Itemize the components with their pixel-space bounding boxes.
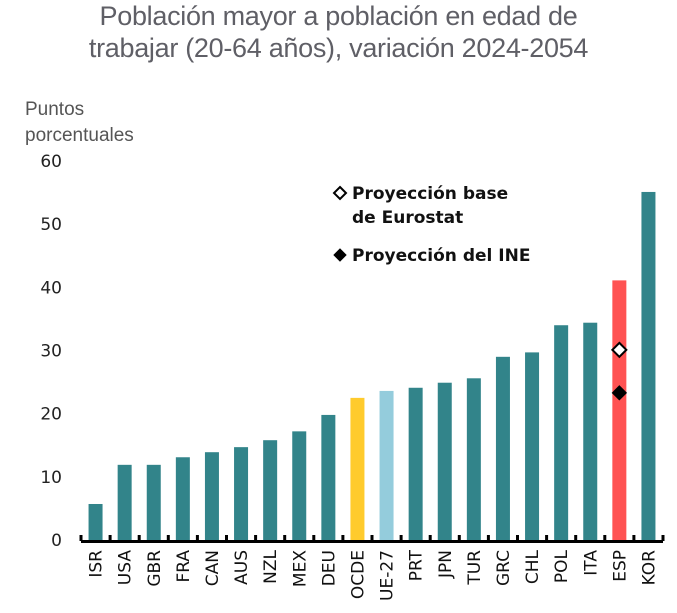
x-tick-label: ITA — [581, 550, 601, 576]
bar-grc — [495, 356, 510, 540]
legend-label: de Eurostat — [352, 208, 463, 228]
y-tick-label: 10 — [40, 468, 62, 488]
bar-nzl — [263, 440, 278, 540]
x-axis-labels: ISR USA GBR FRA CAN AUS NZL MEX DEU OCDE UE-27 PRT J… — [87, 549, 660, 601]
bar-aus — [234, 447, 249, 540]
bar-kor — [641, 191, 656, 540]
bar-can — [204, 452, 219, 540]
bar-chl — [525, 352, 540, 540]
bar-usa — [117, 464, 132, 540]
y-axis-label-line-1: Puntos — [25, 99, 85, 120]
bar-deu — [321, 414, 336, 540]
legend-hollow-diamond-icon — [332, 185, 348, 201]
x-tick-label: GRC — [494, 550, 514, 586]
marker-eurostat — [610, 341, 628, 359]
x-tick-label: GBR — [145, 550, 165, 587]
bars — [88, 191, 656, 540]
y-tick-label: 0 — [51, 531, 62, 551]
bar-ita — [583, 322, 598, 540]
x-tick-label: POL — [552, 549, 572, 583]
y-axis-label: Puntos porcentuales — [25, 97, 134, 149]
x-tick-label: USA — [116, 550, 136, 586]
markers — [610, 341, 628, 401]
bar-mex — [292, 431, 307, 540]
x-tick-label: DEU — [319, 550, 339, 586]
x-tick-label: NZL — [261, 549, 281, 583]
bar-gbr — [146, 464, 161, 540]
bar-fra — [175, 457, 190, 540]
x-tick-label: TUR — [465, 550, 485, 586]
y-axis-ticks: 0 10 20 30 40 50 60 — [40, 152, 62, 551]
chart-title-line-1: Población mayor a población en edad de — [99, 1, 578, 31]
x-tick-label: FRA — [174, 550, 194, 583]
bar-prt — [408, 387, 423, 540]
x-tick-label: AUS — [232, 550, 252, 585]
bar-jpn — [437, 382, 452, 540]
x-tick-label: ISR — [87, 550, 107, 578]
marker-ine — [611, 385, 628, 401]
x-tick-label: OCDE — [348, 550, 368, 599]
x-tick-label: KOR — [639, 550, 659, 586]
bar-esp — [612, 280, 627, 540]
legend: Proyección base de Eurostat Proyección del… — [332, 184, 530, 266]
legend-label: Proyección del INE — [352, 246, 530, 266]
x-axis — [79, 535, 665, 543]
x-tick-label: MEX — [290, 550, 310, 587]
y-tick-label: 40 — [40, 278, 62, 298]
x-tick-label: CAN — [203, 550, 223, 586]
x-tick-label: JPN — [436, 550, 456, 579]
legend-filled-diamond-icon — [333, 248, 347, 262]
x-tick-label: CHL — [523, 549, 543, 584]
y-tick-label: 30 — [40, 342, 62, 362]
y-tick-label: 50 — [40, 215, 62, 235]
chart-title: Población mayor a población en edad de t… — [0, 0, 677, 64]
bar-ocde — [350, 397, 365, 540]
bar-pol — [554, 325, 569, 540]
bar-ue-27 — [379, 390, 394, 540]
legend-label: Proyección base — [352, 184, 508, 204]
bar-isr — [88, 503, 103, 540]
y-tick-label: 20 — [40, 405, 62, 425]
x-tick-label: PRT — [407, 549, 427, 581]
x-tick-label: UE-27 — [378, 550, 398, 601]
y-axis-label-line-2: porcentuales — [25, 125, 134, 146]
x-tick-label: ESP — [610, 550, 630, 582]
bar-tur — [466, 378, 481, 540]
y-tick-label: 60 — [40, 152, 62, 172]
chart-title-line-2: trabajar (20-64 años), variación 2024-20… — [88, 33, 589, 63]
